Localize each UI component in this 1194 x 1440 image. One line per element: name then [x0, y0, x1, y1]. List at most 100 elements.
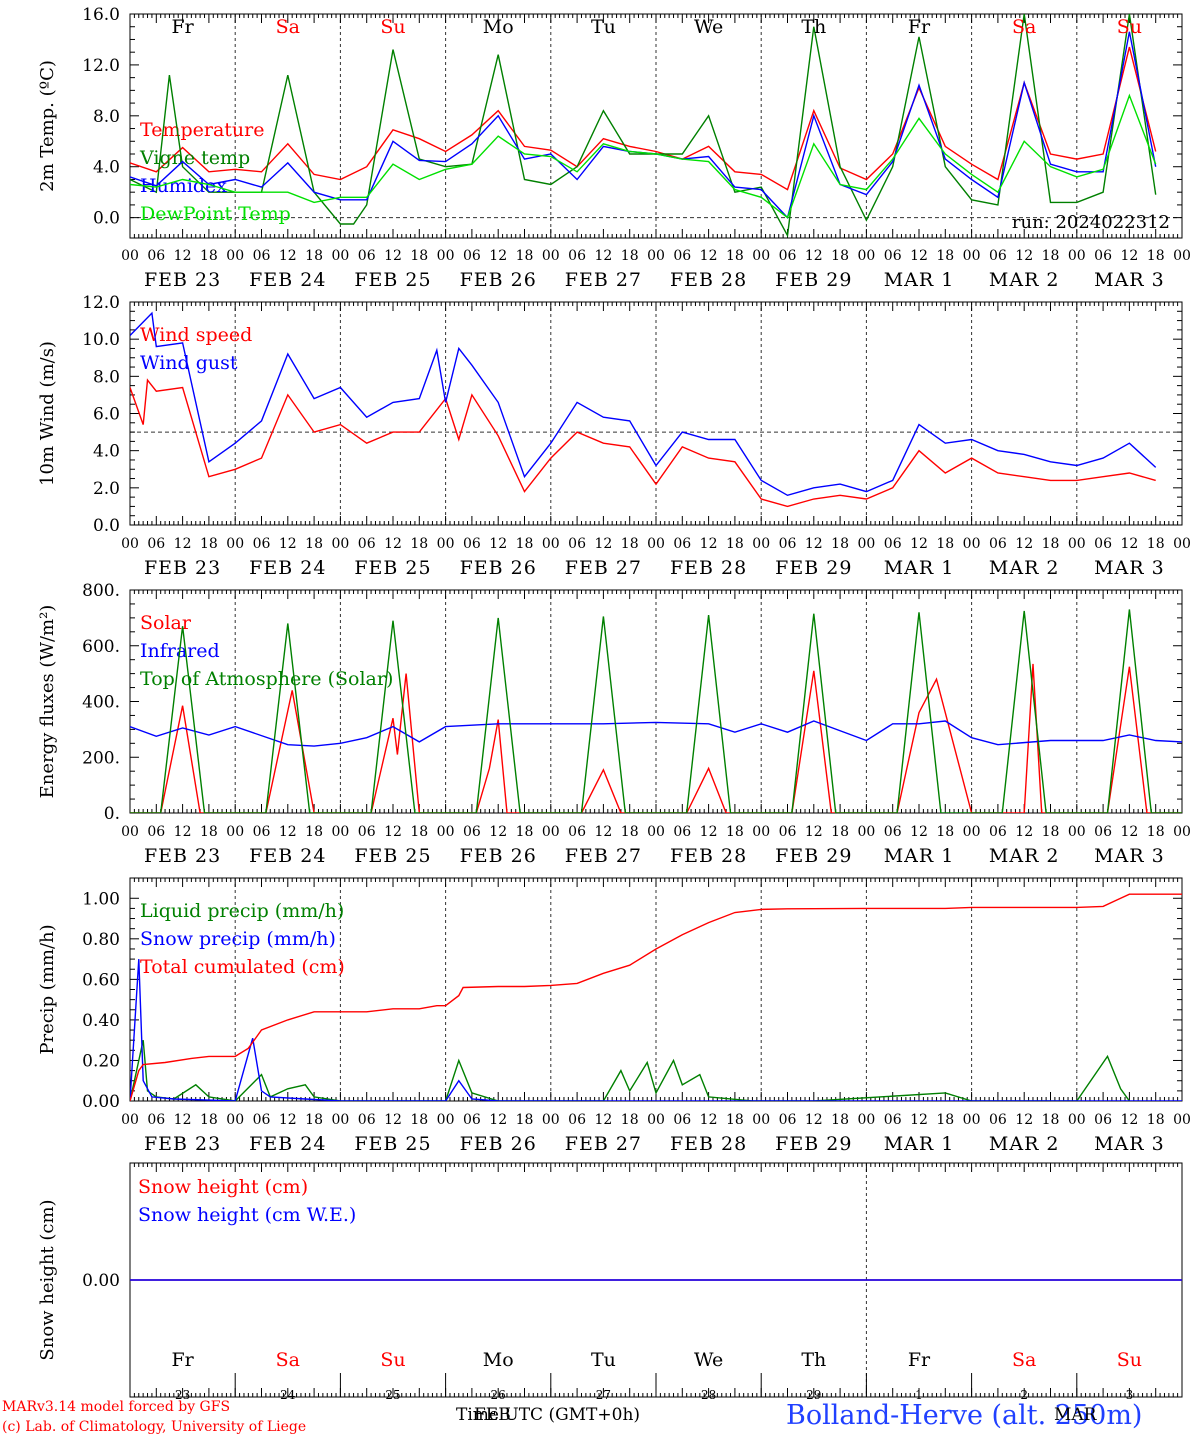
- date-label: FEB 24: [249, 557, 326, 579]
- y-tick-label: 6.0: [93, 405, 120, 425]
- date-label: MAR 2: [989, 845, 1060, 867]
- hour-tick-label: 12: [910, 248, 928, 264]
- weekday-label: Su: [1117, 16, 1142, 38]
- hour-tick-label: 18: [621, 248, 639, 264]
- weekday-label: Tu: [591, 1349, 616, 1371]
- date-label: FEB 27: [565, 269, 642, 291]
- hour-tick-label: 12: [594, 1112, 612, 1128]
- hour-tick-label: 18: [410, 824, 428, 840]
- hour-tick-label: 12: [279, 1112, 297, 1128]
- date-label: FEB 28: [670, 557, 747, 579]
- hour-tick-label: 12: [594, 824, 612, 840]
- weekday-label: Fr: [171, 16, 194, 38]
- day-number-label: 29: [806, 1388, 821, 1402]
- hour-tick-label: 18: [831, 248, 849, 264]
- hour-tick-label: 12: [1015, 536, 1033, 552]
- hour-tick-label: 00: [331, 824, 349, 840]
- hour-tick-label: 12: [910, 824, 928, 840]
- hour-tick-label: 18: [621, 1112, 639, 1128]
- hour-tick-label: 12: [805, 824, 823, 840]
- y-tick-label: 0.80: [82, 930, 120, 950]
- series-line-infrared: [130, 720, 1182, 747]
- hour-tick-label: 12: [174, 824, 192, 840]
- day-number-label: 23: [175, 1388, 190, 1402]
- hour-tick-label: 00: [542, 248, 560, 264]
- hour-tick-label: 00: [226, 1112, 244, 1128]
- hour-tick-label: 00: [437, 1112, 455, 1128]
- hour-tick-label: 00: [857, 1112, 875, 1128]
- date-label: MAR 3: [1094, 557, 1165, 579]
- hour-tick-label: 18: [936, 248, 954, 264]
- hour-tick-label: 12: [174, 536, 192, 552]
- hour-tick-label: 00: [226, 824, 244, 840]
- day-number-label: 1: [915, 1388, 923, 1402]
- overlap-mar-label: MAR: [1054, 1405, 1097, 1425]
- panel-4: 0.00 0.20 0.40 0.60 0.80 1.00 Precip (mm/h) Liq…: [37, 877, 1191, 1155]
- y-axis-label: Energy fluxes (W/m²): [37, 605, 58, 799]
- hour-tick-label: 12: [1015, 1112, 1033, 1128]
- hour-tick-label: 00: [1068, 824, 1086, 840]
- hour-tick-label: 18: [1147, 824, 1165, 840]
- date-label: MAR 1: [884, 845, 955, 867]
- y-tick-label: 0.60: [82, 970, 120, 990]
- hour-tick-label: 00: [647, 248, 665, 264]
- y-tick-label: 8.0: [93, 367, 120, 387]
- day-number-label: 3: [1126, 1388, 1134, 1402]
- hour-tick-label: 06: [989, 824, 1007, 840]
- date-label: FEB 24: [249, 845, 326, 867]
- hour-tick-label: 00: [542, 824, 560, 840]
- legend-entry-snow-height-cm: Snow height (cm): [138, 1176, 308, 1198]
- y-tick-label: 0.0: [93, 209, 120, 229]
- hour-tick-label: 18: [410, 1112, 428, 1128]
- station-name: Bolland-Herve (alt. 250m): [786, 1400, 1143, 1431]
- date-label: FEB 28: [670, 845, 747, 867]
- weekday-label: Sa: [276, 1349, 300, 1371]
- hour-tick-label: 00: [437, 248, 455, 264]
- hour-tick-label: 06: [1094, 824, 1112, 840]
- day-number-label: 25: [385, 1388, 400, 1402]
- legend-entry-wind-speed: Wind speed: [140, 324, 252, 346]
- weekday-label: We: [694, 1349, 723, 1371]
- series-line-temperature: [130, 46, 1157, 191]
- date-label: FEB 29: [775, 557, 852, 579]
- hour-tick-label: 06: [358, 1112, 376, 1128]
- y-tick-label: 800.: [82, 581, 120, 601]
- legend-entry-wind-gust: Wind gust: [140, 352, 238, 374]
- date-label: FEB 25: [354, 1133, 431, 1155]
- hour-tick-label: 18: [621, 824, 639, 840]
- y-axis-label: Snow height (cm): [37, 1199, 58, 1360]
- hour-tick-label: 00: [752, 1112, 770, 1128]
- date-label: FEB 27: [565, 1133, 642, 1155]
- y-tick-label: 0.20: [82, 1051, 120, 1071]
- weekday-label: Sa: [1012, 16, 1036, 38]
- hour-tick-label: 12: [594, 536, 612, 552]
- hour-tick-label: 06: [989, 536, 1007, 552]
- hour-tick-label: 12: [700, 824, 718, 840]
- date-label: MAR 1: [884, 557, 955, 579]
- y-tick-label: 12.0: [82, 56, 120, 76]
- hour-tick-label: 12: [594, 248, 612, 264]
- hour-tick-label: 06: [779, 536, 797, 552]
- hour-tick-label: 00: [1173, 536, 1191, 552]
- day-number-label: 28: [701, 1388, 716, 1402]
- hour-tick-label: 00: [963, 1112, 981, 1128]
- hour-tick-label: 06: [463, 824, 481, 840]
- hour-tick-label: 12: [910, 536, 928, 552]
- hour-tick-label: 06: [147, 1112, 165, 1128]
- legend-entry-solar: Solar: [140, 612, 192, 634]
- weekday-label: Fr: [171, 1349, 194, 1371]
- hour-tick-label: 06: [568, 536, 586, 552]
- hour-tick-label: 18: [516, 248, 534, 264]
- hour-tick-label: 18: [936, 1112, 954, 1128]
- hour-tick-label: 00: [752, 536, 770, 552]
- weekday-label: We: [694, 16, 723, 38]
- hour-tick-label: 18: [516, 536, 534, 552]
- hour-tick-label: 18: [200, 248, 218, 264]
- day-number-label: 2: [1020, 1388, 1028, 1402]
- hour-tick-label: 18: [1147, 1112, 1165, 1128]
- date-label: MAR 3: [1094, 269, 1165, 291]
- y-axis-label: 10m Wind (m/s): [37, 341, 58, 486]
- hour-tick-label: 18: [200, 1112, 218, 1128]
- hour-tick-label: 18: [831, 1112, 849, 1128]
- hour-tick-label: 18: [621, 536, 639, 552]
